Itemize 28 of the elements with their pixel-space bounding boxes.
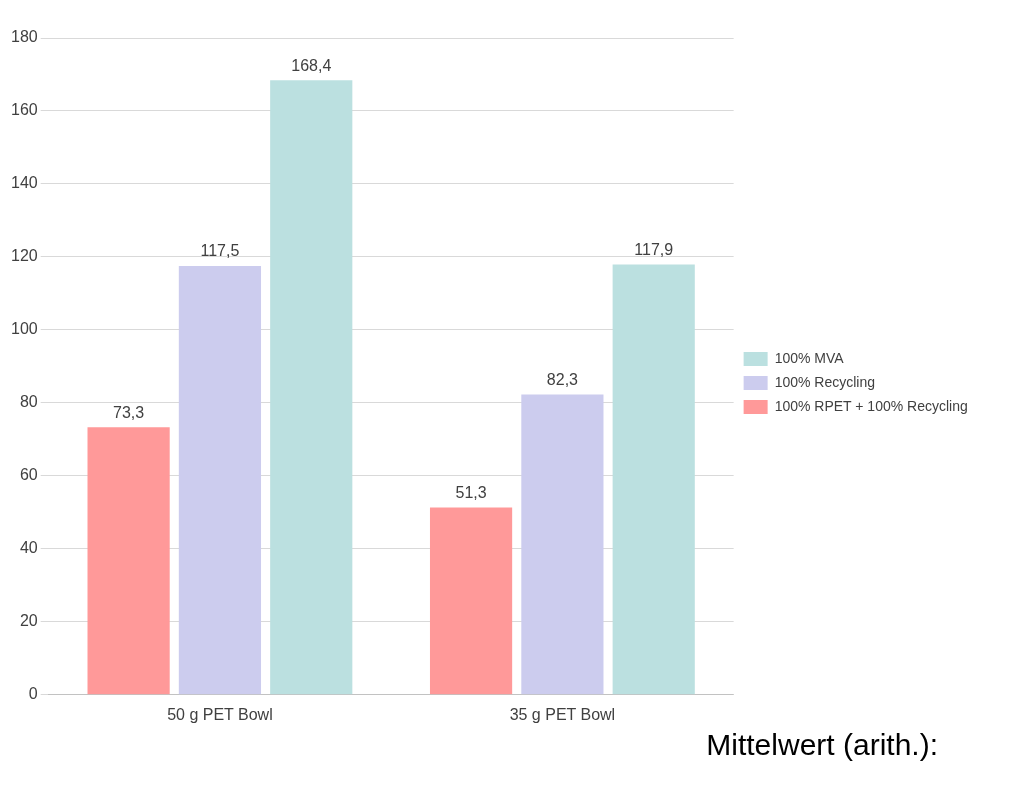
y-tick-label: 80 — [19, 393, 38, 411]
y-tick-label: 120 — [10, 247, 38, 265]
x-tick-label: 35 g PET Bowl — [509, 705, 616, 723]
data-label: 117,5 — [200, 242, 240, 260]
data-label: 168,4 — [291, 56, 332, 74]
bar — [178, 266, 262, 695]
legend-label: 100% Recycling — [774, 373, 876, 390]
y-tick-label: 20 — [19, 612, 38, 630]
legend-label: 100% MVA — [774, 349, 845, 366]
legend-label: 100% RPET + 100% Recycling — [774, 397, 968, 414]
y-tick-label: 40 — [19, 539, 38, 557]
bar — [429, 507, 513, 695]
y-tick-label: 160 — [10, 101, 38, 119]
y-tick-label: 100 — [10, 320, 38, 338]
text: Mittelwert (arith.): — [705, 728, 939, 762]
bar — [521, 394, 604, 695]
x-tick-label: 50 g PET Bowl — [167, 705, 273, 723]
y-tick-label: 60 — [19, 466, 38, 484]
bar — [612, 264, 695, 695]
data-label: 117,9 — [634, 241, 674, 258]
bar — [270, 80, 353, 695]
bar — [87, 427, 170, 695]
data-label: 73,3 — [113, 403, 145, 421]
y-tick-label: 180 — [10, 28, 38, 46]
data-label: 51,3 — [455, 484, 487, 502]
data-label: 82,3 — [546, 370, 579, 388]
y-tick-label: 0 — [28, 685, 38, 703]
y-tick-label: 140 — [10, 174, 38, 192]
